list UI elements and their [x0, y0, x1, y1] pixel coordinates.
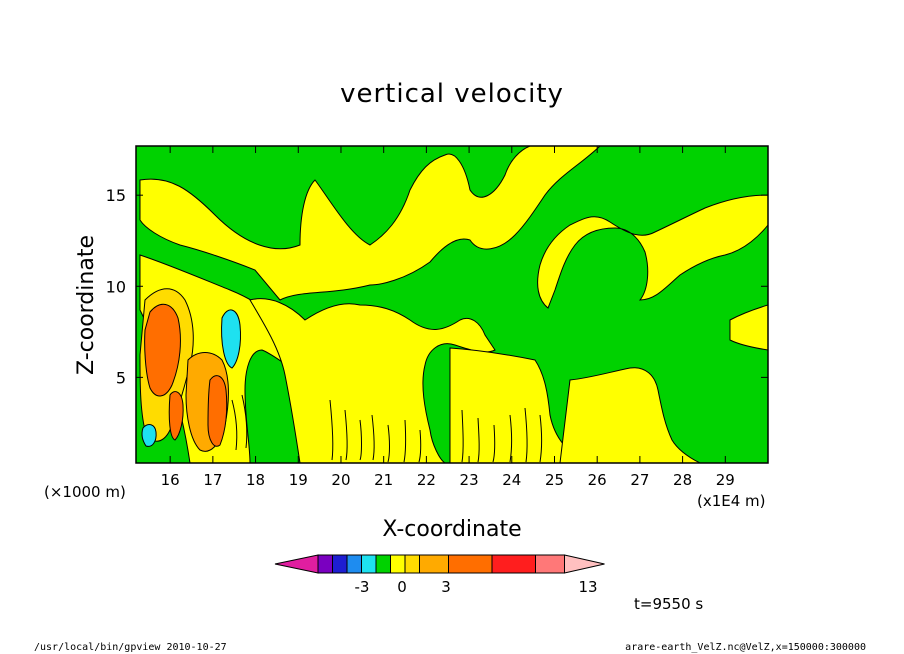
x-tick-label: 27 [630, 471, 649, 489]
contour-region-right-edge [729, 304, 768, 351]
colorbar-swatch [535, 554, 565, 574]
colorbar-arrow-right [564, 554, 605, 574]
ripple-line [524, 407, 528, 463]
ripple-line [371, 414, 375, 461]
colorbar-swatch [375, 554, 391, 574]
ripple-line [477, 417, 480, 463]
contour-region-updraft-core [144, 303, 181, 397]
colorbar-label: 3 [441, 578, 451, 596]
ripple-line [418, 429, 422, 463]
contour-region-bottom-right [559, 367, 701, 463]
x-scale-label: (×1000 m) [44, 483, 126, 501]
ripple-line [231, 399, 238, 451]
x-tick-label: 18 [246, 471, 265, 489]
ripple-line [344, 409, 348, 461]
colorbar-swatch [448, 554, 493, 574]
ripple-line [387, 424, 390, 463]
colorbar-swatch [404, 554, 420, 574]
x-tick-label: 17 [203, 471, 222, 489]
plot-area [136, 146, 768, 463]
downdraft-regions [141, 309, 241, 447]
colorbar-swatch [419, 554, 449, 574]
footer-right: arare-earth_VelZ.nc@VelZ,x=150000:300000 [625, 642, 866, 653]
x-tick-label: 20 [331, 471, 350, 489]
colorbar-swatch [361, 554, 377, 574]
colorbar-label: 13 [578, 578, 597, 596]
x-tick-label: 25 [545, 471, 564, 489]
x-tick-label: 21 [374, 471, 393, 489]
x-tick-label: 26 [588, 471, 607, 489]
colorbar-swatch [332, 554, 348, 574]
time-label: t=9550 s [634, 595, 703, 613]
x-tick-label: 22 [417, 471, 436, 489]
colorbar-swatch [491, 554, 536, 574]
ripple-line [329, 399, 334, 461]
contour-region-downdraft-cell [221, 309, 241, 369]
colorbar-label: 0 [397, 578, 407, 596]
contour-ripples [231, 394, 542, 463]
contour-region-upper-band [139, 146, 601, 301]
x-tick-label: 23 [460, 471, 479, 489]
contour-region-top-right [505, 146, 768, 309]
colorbar-swatch [390, 554, 406, 574]
footer-left: /usr/local/bin/gpview 2010-10-27 [34, 642, 227, 653]
ripple-line [461, 409, 464, 463]
y-axis-label: Z-coordinate [74, 235, 99, 375]
chart-title: vertical velocity [340, 79, 564, 109]
x-tick-label: 19 [289, 471, 308, 489]
colorbar-label: -3 [355, 578, 370, 596]
plot-frame [135, 145, 769, 464]
ripple-line [509, 414, 512, 463]
ripple-line [359, 419, 362, 461]
updraft-regions [139, 288, 229, 452]
colorbar-arrow-left [274, 554, 319, 574]
colorbar [274, 554, 605, 574]
x-unit-label: (x1E4 m) [697, 492, 766, 510]
contour-region-mid-plume [249, 298, 496, 463]
ripple-line [403, 419, 407, 463]
x-tick-label: 24 [502, 471, 521, 489]
x-axis-label: X-coordinate [382, 517, 521, 542]
contour-region-downdraft-small [141, 424, 157, 447]
x-tick-label: 28 [673, 471, 692, 489]
y-axis-ticks: 5 10 15 [106, 186, 768, 387]
y-tick-label: 5 [116, 368, 126, 387]
x-tick-label: 16 [161, 471, 180, 489]
y-tick-label: 15 [106, 186, 126, 205]
contour-region-updraft-finger [168, 391, 184, 441]
y-tick-label: 10 [106, 277, 126, 296]
colorbar-swatch [317, 554, 333, 574]
x-tick-label: 29 [716, 471, 735, 489]
ripple-line [539, 414, 542, 463]
ripple-line [241, 394, 248, 449]
ripple-line [492, 424, 496, 463]
colorbar-swatch [346, 554, 362, 574]
contour-region-updraft-strip [207, 375, 228, 447]
x-axis-ticks: 16 17 18 19 20 21 22 23 24 25 26 27 28 29 [161, 146, 735, 489]
